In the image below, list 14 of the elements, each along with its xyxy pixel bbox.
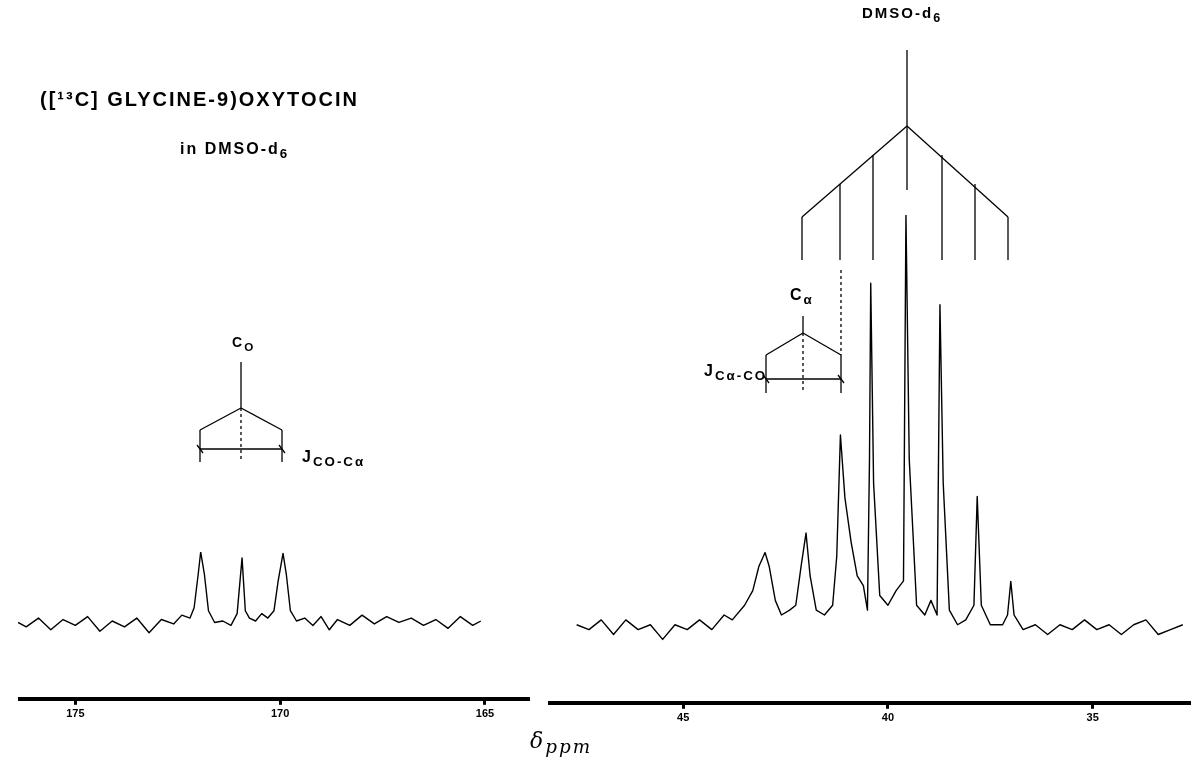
x-tick-label: 170: [270, 707, 290, 720]
text: J$_{CO-Cα}$: [302, 448, 366, 470]
x-tick-label: 45: [677, 711, 690, 724]
x-tick-label: 175: [66, 707, 85, 720]
x-tick-label: 165: [475, 707, 495, 720]
text: DMSO-d$_{6}$: [862, 4, 943, 25]
annotation: J$_{Cα-CO}$: [704, 362, 768, 384]
x-tick-label: 35: [1086, 711, 1099, 724]
chart-subtitle: in DMSO-d$_{6}$: [180, 140, 290, 162]
annotation: C$_{α}$: [790, 286, 814, 308]
text: C$_{O}$: [232, 334, 256, 353]
x-tick-label: 40: [881, 711, 895, 724]
x-axis-title: δ$_{ppm}$: [530, 728, 593, 758]
chart-title: ([¹³C] GLYCINE-9)OXYTOCIN: [40, 88, 359, 111]
